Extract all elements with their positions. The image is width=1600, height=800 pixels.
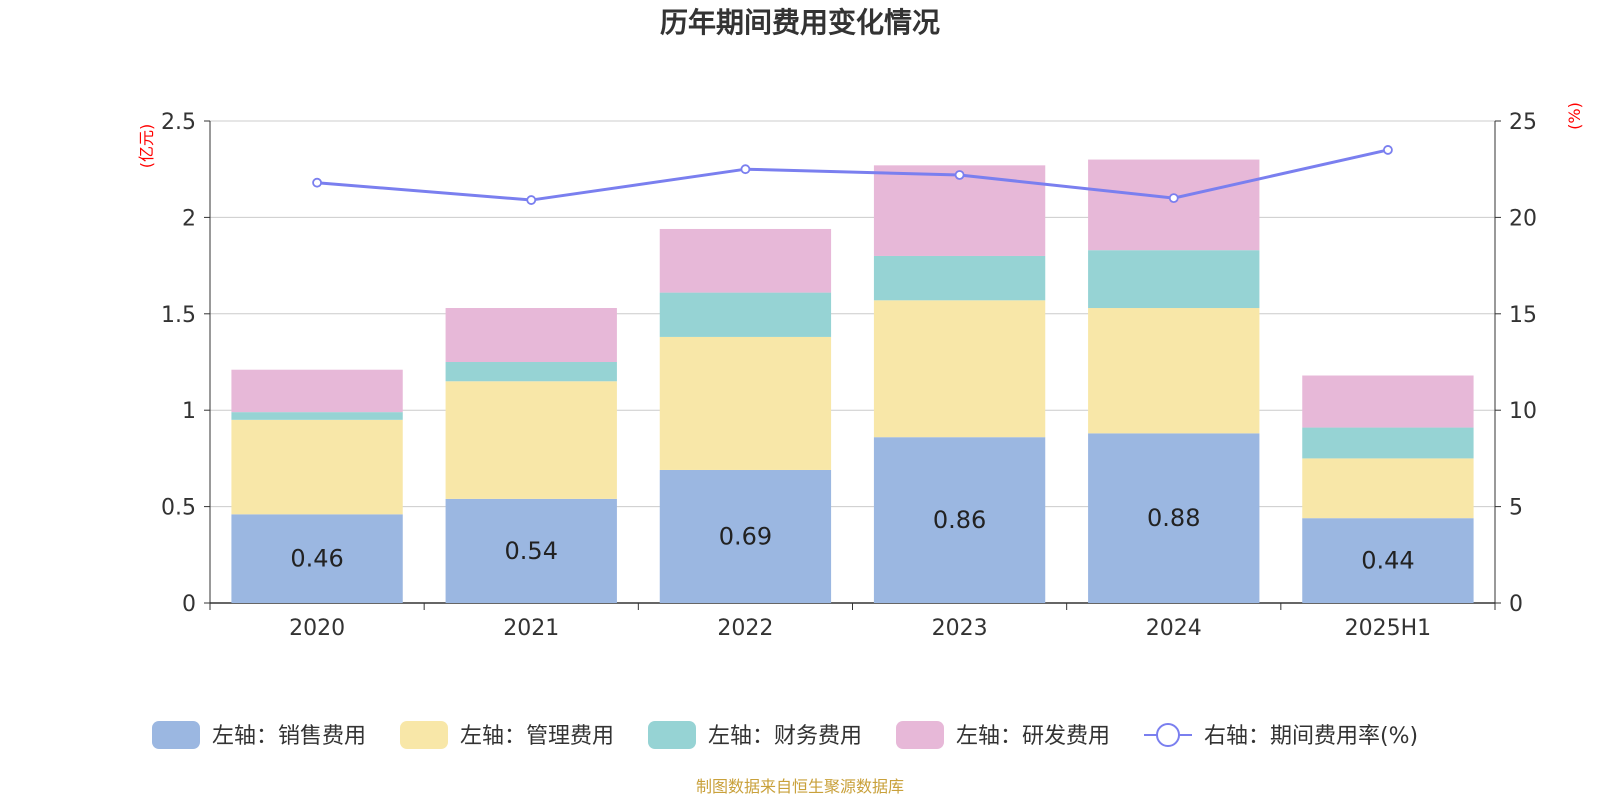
left-axis-tick-label: 2.5 [161, 110, 196, 135]
line-point [1168, 193, 1179, 204]
left-axis-tick-label: 2 [182, 206, 196, 231]
x-axis-tick-label: 2021 [503, 616, 559, 641]
bar-segment-series-2 [445, 362, 617, 382]
bar-segment-series-0 [659, 469, 832, 603]
right-axis-tick-label: 25 [1509, 110, 1537, 135]
bar-segment-series-2 [231, 412, 403, 420]
bar-segment-series-2 [1088, 250, 1260, 309]
right-axis-tick-label: 15 [1509, 303, 1537, 328]
bar-segment-series-2 [1302, 427, 1474, 459]
bar-segment-series-3 [231, 369, 403, 413]
x-axis-tick-label: 2023 [932, 616, 988, 641]
legend-marker [1156, 723, 1180, 747]
bar-segment-series-3 [445, 308, 617, 362]
bar-segment-series-3 [1088, 159, 1260, 251]
bar-data-label: 0.46 [290, 545, 343, 573]
bar-segment-series-1 [1088, 308, 1260, 434]
legend-swatch [400, 721, 448, 749]
plot-area: 0 0.5 1 1.5 2 2.5 0 5 10 15 20 25 2020 2021 2022 2023 20… [161, 110, 1537, 641]
x-axis-tick-label: 2024 [1146, 616, 1202, 641]
line-point [740, 164, 751, 175]
line-point [312, 177, 322, 188]
left-axis-tick-label: 0 [182, 592, 196, 617]
bar-segment-series-0 [1088, 433, 1260, 603]
bar-data-label: 0.54 [505, 537, 558, 565]
line-point [954, 170, 965, 180]
bar-segment-series-3 [1302, 375, 1474, 428]
right-axis-tick-label: 5 [1509, 496, 1523, 521]
line-series-rate [316, 148, 1389, 202]
line-point [1383, 145, 1393, 155]
legend-swatch [896, 721, 944, 749]
left-axis-unit: (亿元) [137, 124, 156, 169]
x-axis-tick-label: 2020 [289, 616, 345, 641]
x-axis-tick-label: 2022 [717, 616, 773, 641]
bar-segment-series-0 [445, 498, 617, 603]
bar-segment-series-0 [873, 437, 1046, 603]
legend-label: 左轴：研发费用 [956, 724, 1110, 749]
legend-label: 左轴：财务费用 [708, 724, 862, 749]
bar-segment-series-3 [659, 228, 832, 293]
bar-data-label: 0.69 [719, 522, 772, 550]
source-note: 制图数据来自恒生聚源数据库 [696, 777, 904, 796]
left-axis-tick-label: 1.5 [161, 303, 196, 328]
bar-segment-series-1 [445, 381, 617, 499]
right-axis-tick-label: 20 [1509, 206, 1537, 231]
bar-data-label: 0.88 [1147, 504, 1200, 532]
bar-data-label: 0.44 [1361, 547, 1414, 575]
left-axis-tick-label: 1 [182, 399, 196, 424]
bar-segment-series-1 [1302, 458, 1474, 519]
legend-label: 右轴：期间费用率(%) [1204, 724, 1418, 749]
bar-segment-series-1 [659, 336, 832, 470]
bar-segment-series-0 [1302, 518, 1474, 603]
bar-segment-series-0 [231, 514, 403, 603]
bar-segment-series-1 [873, 300, 1046, 438]
legend-label: 左轴：销售费用 [212, 724, 366, 749]
x-axis-tick-label: 2025H1 [1345, 616, 1432, 641]
bar-segment-series-2 [659, 292, 832, 337]
right-axis-unit: (%) [1565, 102, 1584, 130]
bar-segment-series-1 [231, 419, 403, 515]
legend: 左轴：销售费用 左轴：管理费用 左轴：财务费用 左轴：研发费用 右轴：期间费用率(%) [152, 721, 1418, 749]
line-point [526, 195, 537, 205]
legend-label: 左轴：管理费用 [460, 724, 614, 749]
legend-swatch [648, 721, 696, 749]
legend-swatch [152, 721, 200, 749]
bar-segment-series-2 [873, 255, 1046, 301]
bar-data-label: 0.86 [933, 506, 986, 534]
chart-title: 历年期间费用变化情况 [660, 6, 940, 39]
right-axis-tick-label: 10 [1509, 399, 1537, 424]
left-axis-tick-label: 0.5 [161, 496, 196, 521]
right-axis-tick-label: 0 [1509, 592, 1523, 617]
